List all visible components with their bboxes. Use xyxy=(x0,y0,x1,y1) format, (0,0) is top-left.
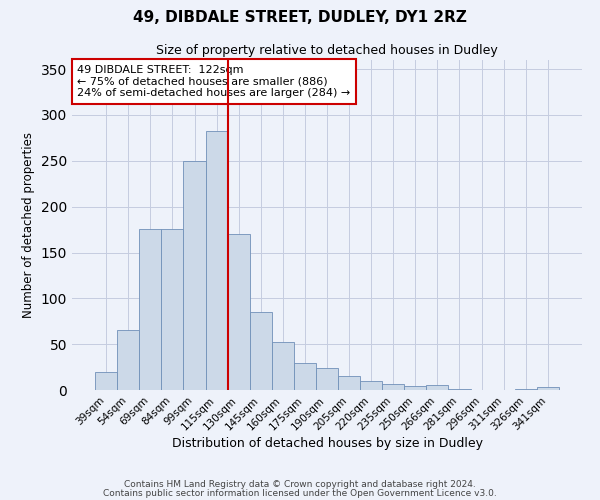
Bar xyxy=(427,386,448,390)
Bar xyxy=(404,386,427,390)
Bar xyxy=(294,362,316,390)
Bar xyxy=(338,376,360,390)
Bar xyxy=(272,342,294,390)
Title: Size of property relative to detached houses in Dudley: Size of property relative to detached ho… xyxy=(156,44,498,58)
Bar xyxy=(316,368,338,390)
Bar xyxy=(139,228,161,390)
Bar xyxy=(206,130,227,390)
Bar xyxy=(117,330,139,390)
Y-axis label: Number of detached properties: Number of detached properties xyxy=(22,132,35,318)
Bar xyxy=(382,384,404,390)
Bar xyxy=(448,389,470,390)
Bar xyxy=(360,381,382,390)
Bar xyxy=(95,372,117,390)
Bar xyxy=(250,312,272,390)
Text: 49 DIBDALE STREET:  122sqm
← 75% of detached houses are smaller (886)
24% of sem: 49 DIBDALE STREET: 122sqm ← 75% of detac… xyxy=(77,65,350,98)
Bar xyxy=(184,161,206,390)
X-axis label: Distribution of detached houses by size in Dudley: Distribution of detached houses by size … xyxy=(172,438,482,450)
Text: Contains HM Land Registry data © Crown copyright and database right 2024.: Contains HM Land Registry data © Crown c… xyxy=(124,480,476,489)
Bar xyxy=(161,228,184,390)
Bar xyxy=(227,234,250,390)
Bar xyxy=(537,387,559,390)
Text: 49, DIBDALE STREET, DUDLEY, DY1 2RZ: 49, DIBDALE STREET, DUDLEY, DY1 2RZ xyxy=(133,10,467,25)
Bar xyxy=(515,389,537,390)
Text: Contains public sector information licensed under the Open Government Licence v3: Contains public sector information licen… xyxy=(103,489,497,498)
